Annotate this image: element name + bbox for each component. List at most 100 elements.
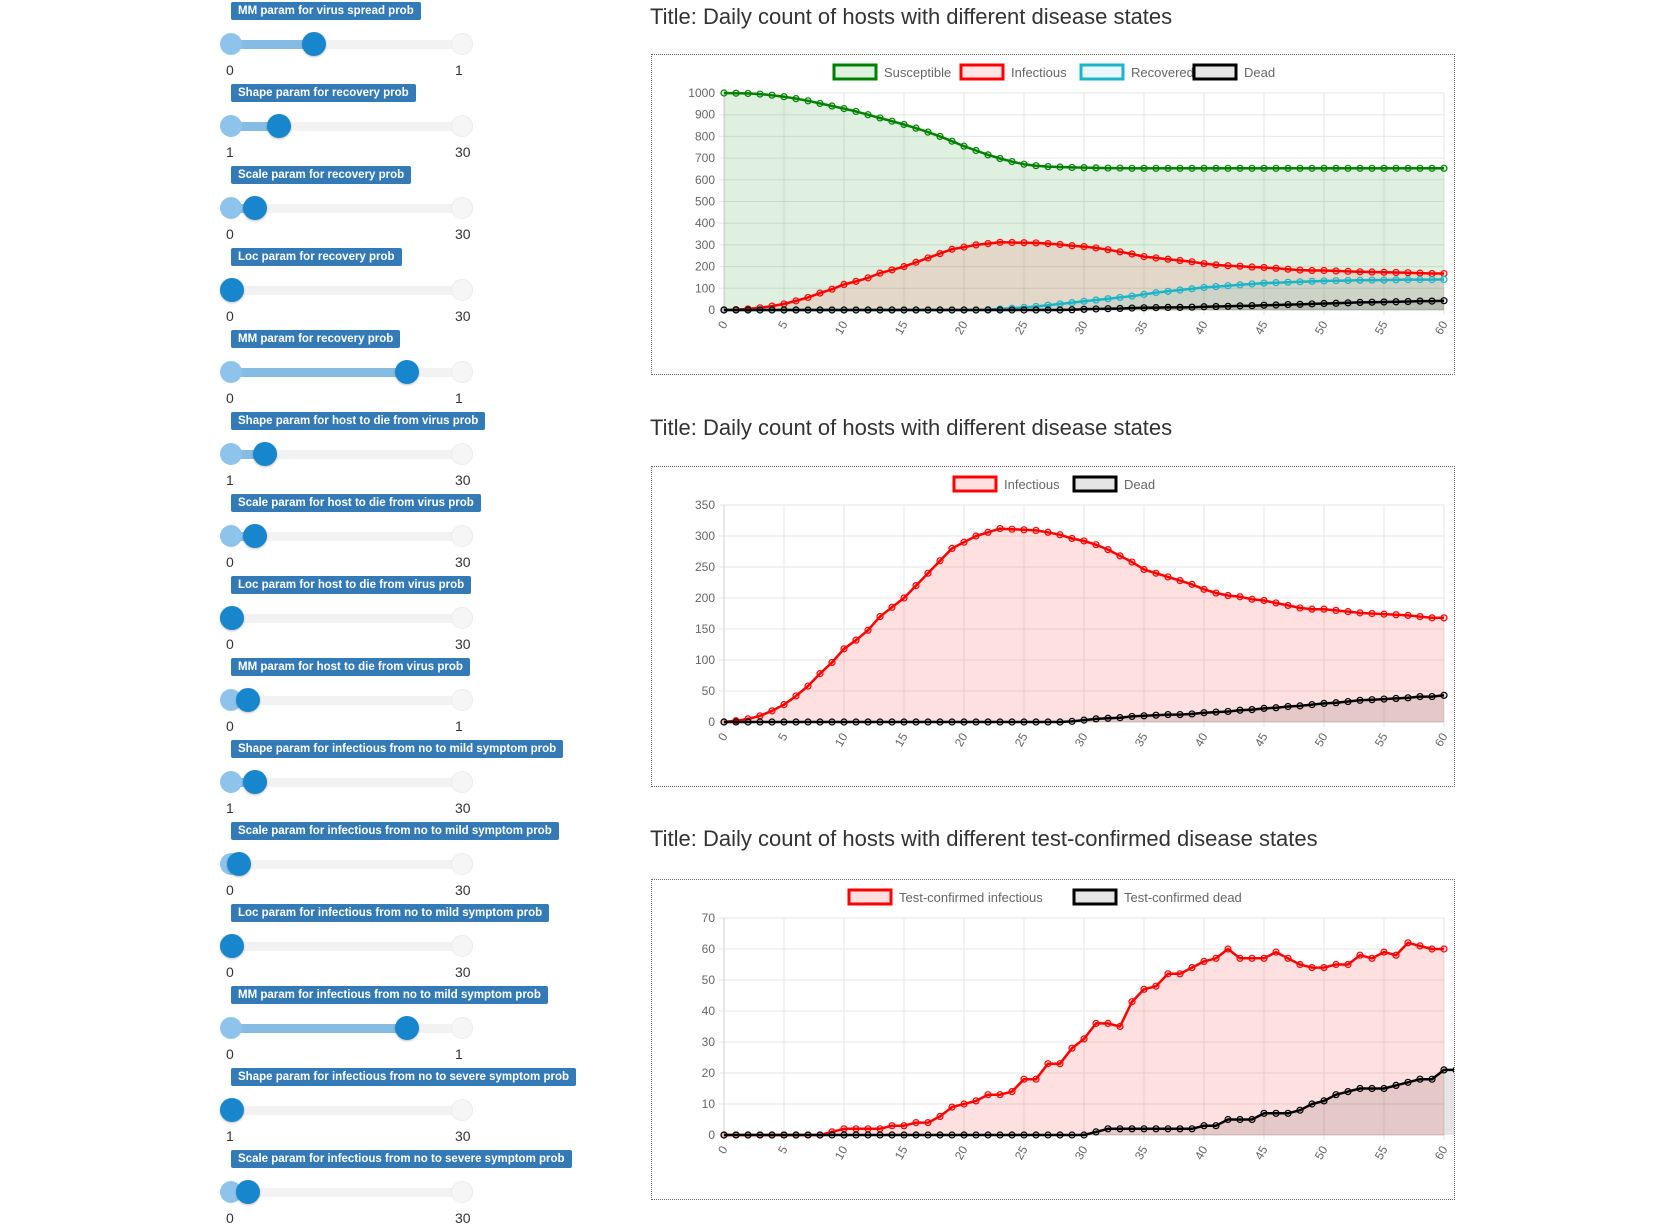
x-tick-label: 25	[1012, 1143, 1031, 1162]
slider-handle[interactable]	[220, 606, 244, 630]
slider-track[interactable]	[230, 614, 462, 623]
data-point	[828, 306, 836, 314]
slider[interactable]: MM param for recovery prob 0 1	[0, 330, 620, 412]
slider-handle[interactable]	[220, 1098, 244, 1122]
data-point	[1380, 1084, 1388, 1093]
x-tick-label: 45	[1252, 730, 1271, 749]
data-point	[948, 306, 956, 314]
slider[interactable]: MM param for virus spread prob 0 1	[0, 2, 620, 84]
slider-handle[interactable]	[252, 442, 277, 466]
slider-handle[interactable]	[220, 934, 244, 958]
slider-track[interactable]	[230, 860, 462, 869]
data-point	[1320, 1097, 1328, 1105]
x-tick-label: 35	[1132, 1143, 1151, 1162]
data-point	[852, 277, 860, 285]
slider-handle[interactable]	[394, 1016, 419, 1040]
data-point	[1356, 951, 1364, 959]
slider-track[interactable]	[230, 532, 462, 541]
slider-track[interactable]	[230, 286, 462, 295]
slider[interactable]: Loc param for infectious from no to mild…	[0, 904, 620, 986]
data-point	[1284, 1109, 1292, 1117]
slider-track[interactable]	[230, 204, 462, 213]
slider-label: MM param for infectious from no to mild …	[231, 986, 548, 1004]
slider-track[interactable]	[230, 696, 462, 705]
data-point	[1236, 954, 1244, 962]
data-point	[1128, 304, 1136, 312]
slider-track[interactable]	[230, 778, 462, 787]
data-point	[1248, 263, 1256, 271]
slider-track[interactable]	[230, 122, 462, 131]
slider-handle[interactable]	[394, 360, 419, 384]
data-point	[1272, 279, 1280, 287]
data-point	[1080, 164, 1088, 172]
slider-handle[interactable]	[243, 524, 268, 548]
slider-track[interactable]	[230, 1188, 462, 1197]
slider[interactable]: MM param for host to die from virus prob…	[0, 658, 620, 740]
data-point	[1224, 1115, 1232, 1124]
slider[interactable]: MM param for infectious from no to mild …	[0, 986, 620, 1068]
slider-handle[interactable]	[266, 114, 291, 138]
data-point	[1020, 526, 1028, 534]
slider-handle[interactable]	[243, 770, 268, 794]
slider-handle[interactable]	[220, 278, 244, 302]
slider-track[interactable]	[230, 942, 462, 951]
data-point	[1440, 164, 1448, 172]
legend-swatch	[832, 63, 878, 81]
data-point	[1272, 1109, 1280, 1117]
slider[interactable]: Scale param for host to die from virus p…	[0, 494, 620, 576]
data-point	[804, 1131, 812, 1139]
y-tick-label: 700	[695, 151, 715, 165]
y-tick-label: 30	[702, 1035, 716, 1049]
data-point	[1404, 297, 1412, 306]
slider[interactable]: Shape param for infectious from no to mi…	[0, 740, 620, 822]
slider-handle[interactable]	[236, 1180, 261, 1204]
x-tick-label: 20	[952, 1143, 971, 1162]
slider-max-handle	[451, 935, 473, 957]
slider[interactable]: Scale param for recovery prob 0 30	[0, 166, 620, 248]
data-point	[804, 682, 812, 690]
slider-track[interactable]	[230, 1024, 462, 1033]
x-tick-label: 40	[1192, 730, 1211, 749]
slider[interactable]: Shape param for infectious from no to se…	[0, 1068, 620, 1150]
slider-max-handle	[451, 607, 473, 629]
slider[interactable]: Loc param for recovery prob 0 30	[0, 248, 620, 330]
data-point	[1152, 982, 1160, 990]
y-tick-label: 60	[702, 942, 716, 956]
slider-max-label: 30	[455, 882, 471, 898]
slider[interactable]: Scale param for infectious from no to mi…	[0, 822, 620, 904]
data-point	[1416, 269, 1424, 277]
slider-min-label: 0	[226, 308, 234, 324]
slider-handle[interactable]	[301, 32, 326, 56]
slider[interactable]: Scale param for infectious from no to se…	[0, 1150, 620, 1232]
data-point	[888, 117, 896, 125]
data-point	[1056, 531, 1064, 539]
chart-2-infectious-dead: 0 50 100 150 200 250 300 350 0 5 10 15 20 25 30 35 40 45 5…	[651, 466, 1455, 787]
series-area	[724, 93, 1444, 310]
data-point	[1164, 1125, 1172, 1133]
slider[interactable]: Loc param for host to die from virus pro…	[0, 576, 620, 658]
slider-min-handle	[220, 361, 242, 383]
slider-track[interactable]	[230, 1106, 462, 1115]
data-point	[936, 718, 944, 726]
data-point	[1392, 164, 1400, 172]
slider-handle[interactable]	[236, 688, 261, 712]
data-point	[1200, 303, 1208, 311]
slider[interactable]: Shape param for host to die from virus p…	[0, 412, 620, 494]
data-point	[1164, 573, 1172, 581]
slider-handle[interactable]	[226, 852, 251, 876]
slider-track[interactable]	[230, 40, 462, 49]
data-point	[1248, 1115, 1256, 1124]
x-tick-label: 35	[1132, 730, 1151, 749]
slider-track[interactable]	[230, 368, 462, 377]
data-point	[1044, 306, 1052, 314]
data-point	[804, 306, 812, 314]
x-tick-label: 0	[715, 1143, 731, 1156]
slider-handle[interactable]	[243, 196, 268, 220]
slider[interactable]: Shape param for recovery prob 1 30	[0, 84, 620, 166]
slider-max-label: 1	[455, 62, 463, 78]
data-point	[1332, 277, 1340, 285]
data-point	[1392, 1081, 1400, 1089]
slider-track[interactable]	[230, 450, 462, 459]
data-point	[1176, 577, 1184, 585]
slider-min-handle	[220, 525, 242, 547]
